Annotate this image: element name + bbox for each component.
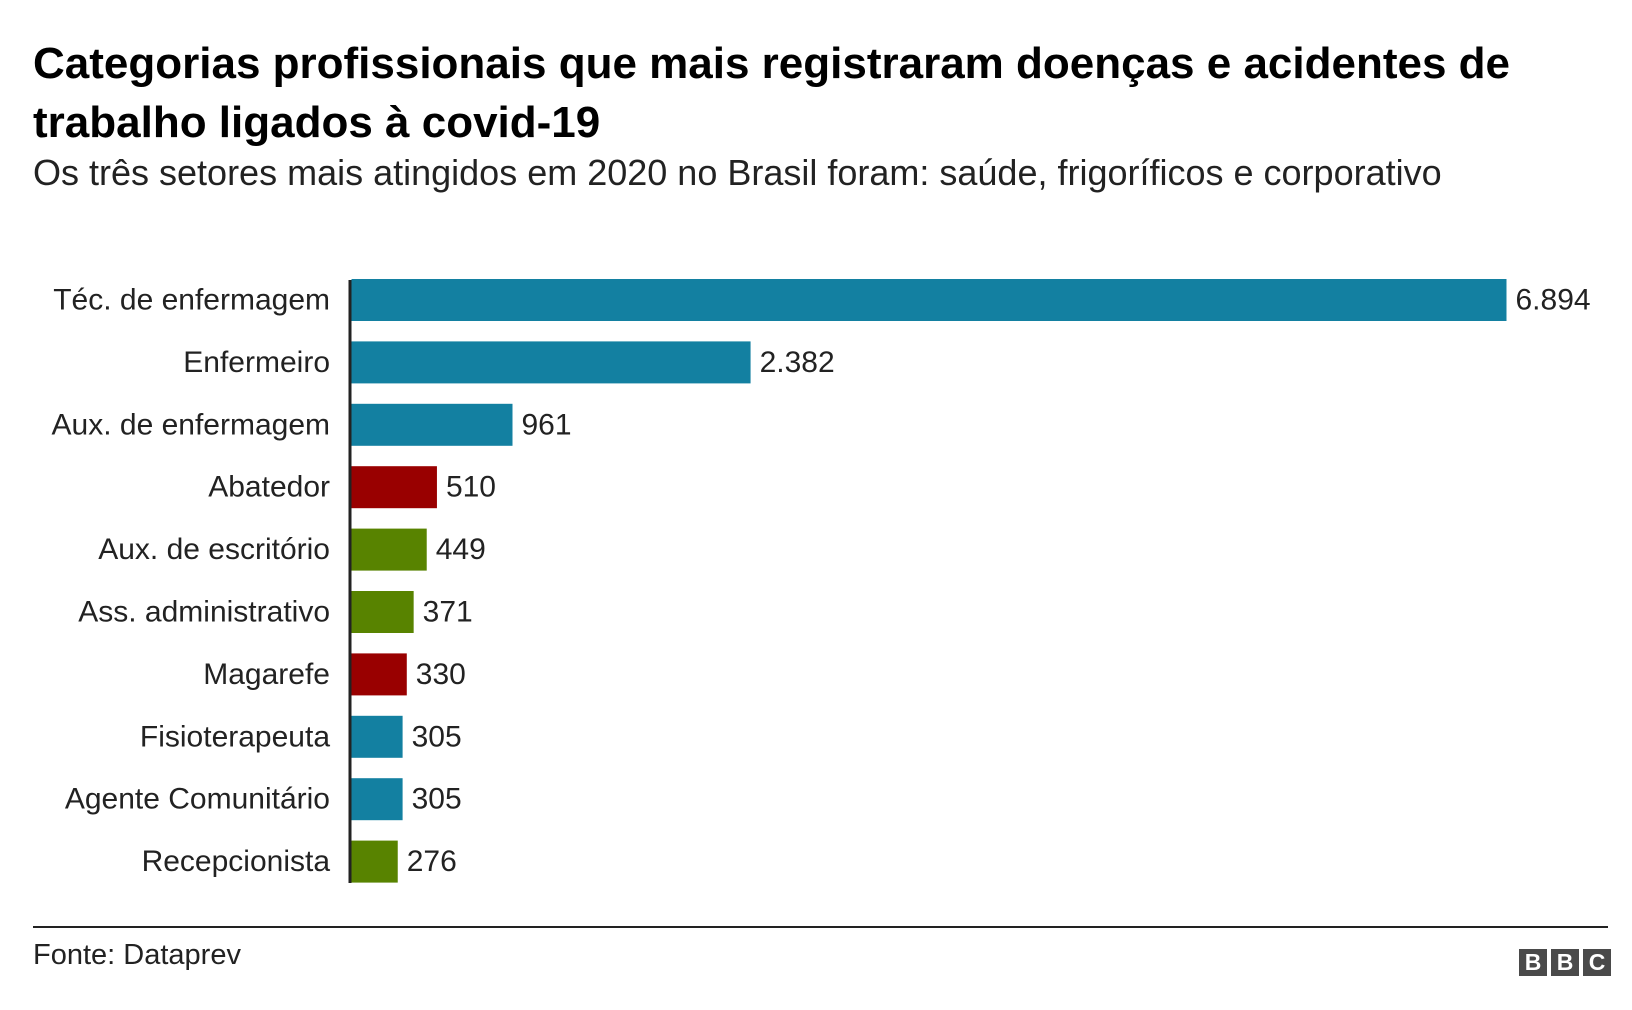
category-label: Recepcionista [142,845,331,878]
value-label: 2.382 [760,346,835,379]
value-label: 961 [522,408,572,441]
category-label: Abatedor [208,471,330,504]
bar [351,279,1507,321]
chart-title: Categorias profissionais que mais regist… [33,39,1511,147]
value-label: 330 [416,658,466,691]
category-label: Ass. administrativo [78,596,330,629]
bars-layer: Téc. de enfermagem 6.894 Enfermeiro 2.382 Au… [52,279,1591,883]
value-label: 371 [423,596,473,629]
value-label: 305 [412,783,462,816]
bar-chart: Téc. de enfermagem 6.894 Enfermeiro 2.382 Au… [52,279,1591,883]
chart-subtitle: Os três setores mais atingidos em 2020 n… [33,152,1442,193]
value-label: 305 [412,720,462,753]
bar [351,778,403,821]
category-label: Aux. de escritório [98,533,330,566]
bar [351,466,437,509]
category-label: Enfermeiro [183,346,330,379]
category-label: Fisioterapeuta [140,720,330,753]
value-label: 510 [446,471,496,504]
bar [351,403,513,446]
bar [351,528,427,571]
category-label: Agente Comunitário [65,783,330,816]
bar [351,591,414,633]
bbc-logo-letter: C [1583,949,1611,976]
bbc-logo: B B C [1519,949,1611,976]
value-label: 276 [407,845,457,878]
category-label: Aux. de enfermagem [52,408,330,441]
bar [351,840,398,883]
category-label: Magarefe [203,658,330,691]
source-note: Fonte: Dataprev [33,939,241,971]
bar [351,715,403,758]
value-label: 6.894 [1516,284,1591,317]
bbc-logo-letter: B [1551,949,1579,976]
value-label: 449 [436,533,486,566]
bar [351,341,751,384]
footer-divider [33,926,1608,928]
category-label: Téc. de enfermagem [53,284,330,317]
bbc-logo-letter: B [1519,949,1547,976]
bar [351,653,407,696]
